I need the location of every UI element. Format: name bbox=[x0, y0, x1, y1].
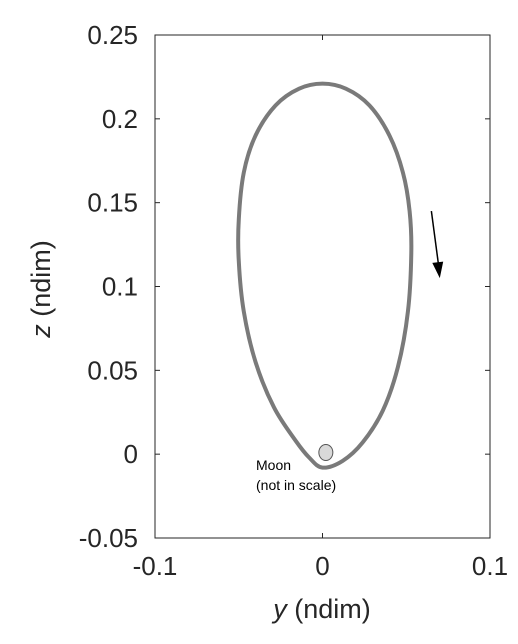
moon-label-line: (not in scale) bbox=[256, 477, 336, 493]
y-tick-label: 0.15 bbox=[87, 188, 138, 218]
plot-frame bbox=[154, 34, 491, 539]
x-tick-label: 0.1 bbox=[472, 551, 508, 581]
orbit-line bbox=[236, 81, 414, 470]
x-tick-label: -0.1 bbox=[133, 551, 178, 581]
y-tick-label: 0.2 bbox=[102, 104, 138, 134]
y-tick-label: 0.1 bbox=[102, 272, 138, 302]
y-tick-label: 0.05 bbox=[87, 355, 138, 385]
x-axis-label-unit: (ndim) bbox=[294, 594, 371, 624]
y-axis-label-unit: (ndim) bbox=[26, 240, 56, 317]
y-axis-label: z (ndim) bbox=[26, 240, 56, 339]
y-axis-ticks: -0.05 0 0.05 0.1 0.15 0.2 0.25 bbox=[79, 20, 490, 553]
moon-label: Moon (not in scale) bbox=[256, 457, 336, 493]
x-axis-label: y (ndim) bbox=[271, 594, 371, 624]
y-axis-label-var: z bbox=[26, 324, 56, 339]
x-axis-label-var: y bbox=[271, 594, 288, 624]
y-tick-label: 0 bbox=[124, 439, 138, 469]
x-axis-ticks: -0.1 0 0.1 bbox=[133, 35, 508, 581]
moon-label-line: Moon bbox=[256, 457, 291, 473]
moon-marker bbox=[318, 443, 334, 461]
x-tick-label: 0 bbox=[315, 551, 329, 581]
y-tick-label: 0.25 bbox=[87, 20, 138, 50]
direction-arrow-head bbox=[432, 261, 444, 279]
plot-area: Moon (not in scale) bbox=[154, 34, 491, 539]
y-tick-label: -0.05 bbox=[79, 523, 138, 553]
